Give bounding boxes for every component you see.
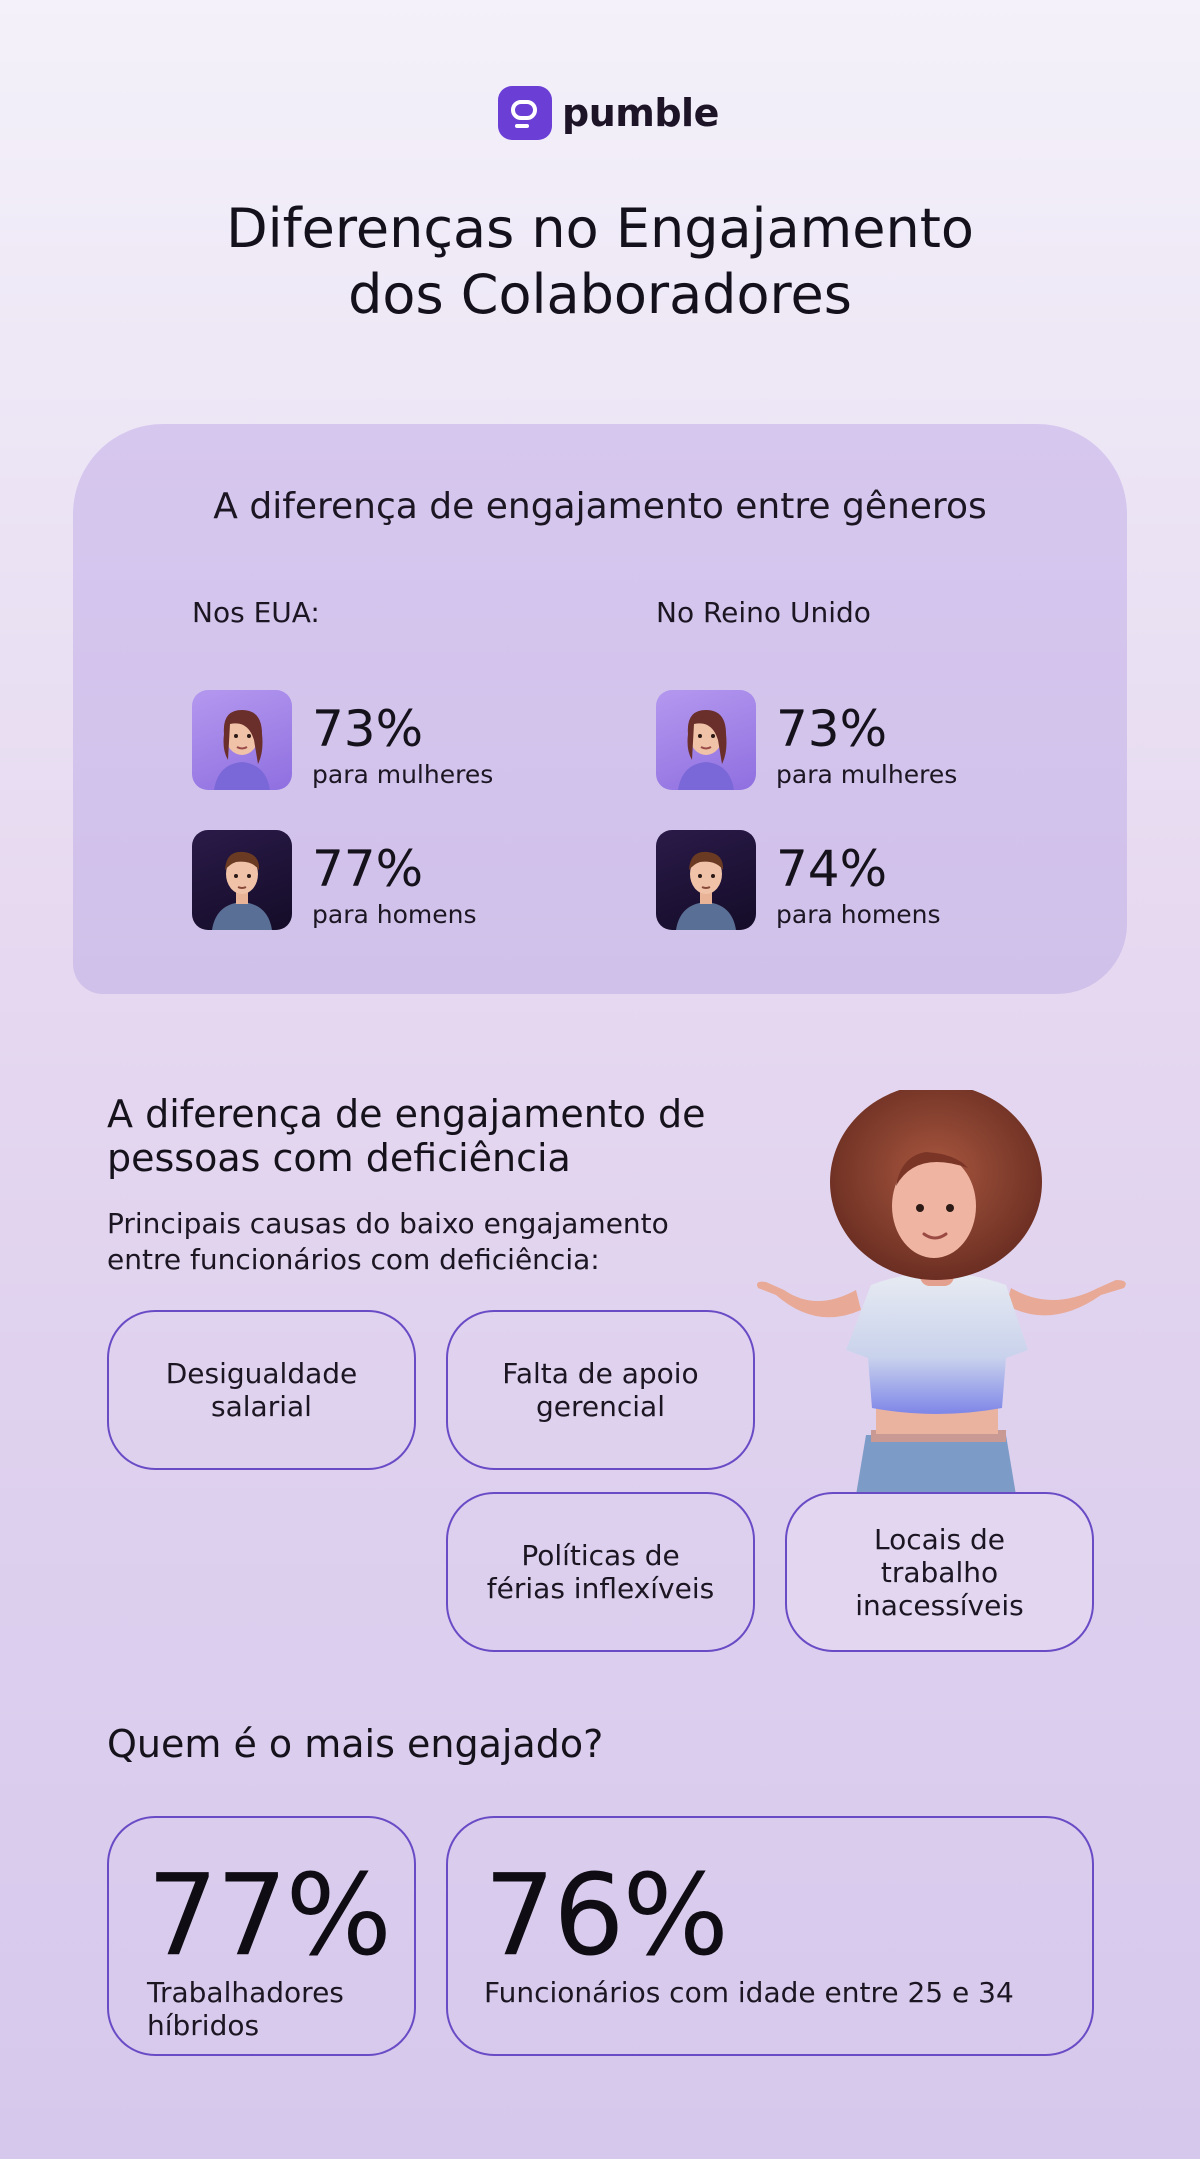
stat-label-line: Trabalhadores: [147, 1976, 344, 2009]
stat-card-hybrid: 77% Trabalhadores híbridos: [107, 1816, 416, 2056]
shrugging-woman-illustration: [706, 1084, 1156, 1495]
disability-intro-line-2: entre funcionários com deficiência:: [107, 1243, 600, 1276]
uk-women-percentage: 73%: [776, 700, 888, 758]
cause-pill: Locais de trabalho inacessíveis: [785, 1492, 1094, 1652]
stat-label: Trabalhadores híbridos: [147, 1976, 344, 2042]
man-avatar-icon: [192, 830, 292, 930]
cause-pill-line: Políticas de: [521, 1539, 680, 1572]
cause-pill-line: Desigualdade: [165, 1357, 358, 1390]
us-women-percentage: 73%: [312, 700, 424, 758]
stat-card-age: 76% Funcionários com idade entre 25 e 34: [446, 1816, 1094, 2056]
chat-bubble-icon: [498, 86, 552, 140]
cause-pill-line: férias inflexíveis: [486, 1572, 715, 1605]
disability-heading-line-1: A diferença de engajamento de: [107, 1092, 706, 1136]
cause-pill: Políticas de férias inflexíveis: [446, 1492, 755, 1652]
disability-heading: A diferença de engajamento de pessoas co…: [107, 1092, 706, 1180]
most-engaged-heading: Quem é o mais engajado?: [107, 1722, 604, 1766]
woman-avatar-icon: [192, 690, 292, 790]
title-line-2: dos Colaboradores: [348, 263, 852, 326]
cause-pill: Desigualdade salarial: [107, 1310, 416, 1470]
stat-label-line: híbridos: [147, 2009, 260, 2042]
brand-name: pumble: [562, 91, 719, 135]
brand-logo: pumble: [498, 86, 719, 140]
cause-pill-line: salarial: [211, 1390, 312, 1423]
woman-avatar-icon: [656, 690, 756, 790]
cause-pill: Falta de apoio gerencial: [446, 1310, 755, 1470]
us-women-label: para mulheres: [312, 760, 494, 789]
region-label-uk: No Reino Unido: [656, 596, 871, 629]
cause-pill-line: inacessíveis: [855, 1588, 1024, 1622]
cause-pill-line: Falta de apoio: [502, 1357, 699, 1390]
uk-men-percentage: 74%: [776, 840, 888, 898]
region-label-us: Nos EUA:: [192, 596, 320, 629]
cause-pill-line: trabalho: [880, 1555, 999, 1589]
stat-label: Funcionários com idade entre 25 e 34: [484, 1976, 1014, 2009]
page-title: Diferenças no Engajamento dos Colaborado…: [150, 196, 1050, 328]
us-men-percentage: 77%: [312, 840, 424, 898]
us-men-label: para homens: [312, 900, 477, 929]
stat-value: 77%: [147, 1851, 392, 1981]
stat-value: 76%: [484, 1851, 729, 1981]
uk-women-label: para mulheres: [776, 760, 958, 789]
gender-gap-heading: A diferença de engajamento entre gêneros: [213, 486, 987, 527]
title-line-1: Diferenças no Engajamento: [226, 197, 974, 260]
cause-pill-line: gerencial: [536, 1390, 665, 1423]
man-avatar-icon: [656, 830, 756, 930]
disability-heading-line-2: pessoas com deficiência: [107, 1136, 571, 1180]
disability-intro: Principais causas do baixo engajamento e…: [107, 1206, 669, 1278]
disability-intro-line-1: Principais causas do baixo engajamento: [107, 1207, 669, 1240]
cause-pill-line: Locais de: [873, 1522, 1006, 1556]
uk-men-label: para homens: [776, 900, 941, 929]
